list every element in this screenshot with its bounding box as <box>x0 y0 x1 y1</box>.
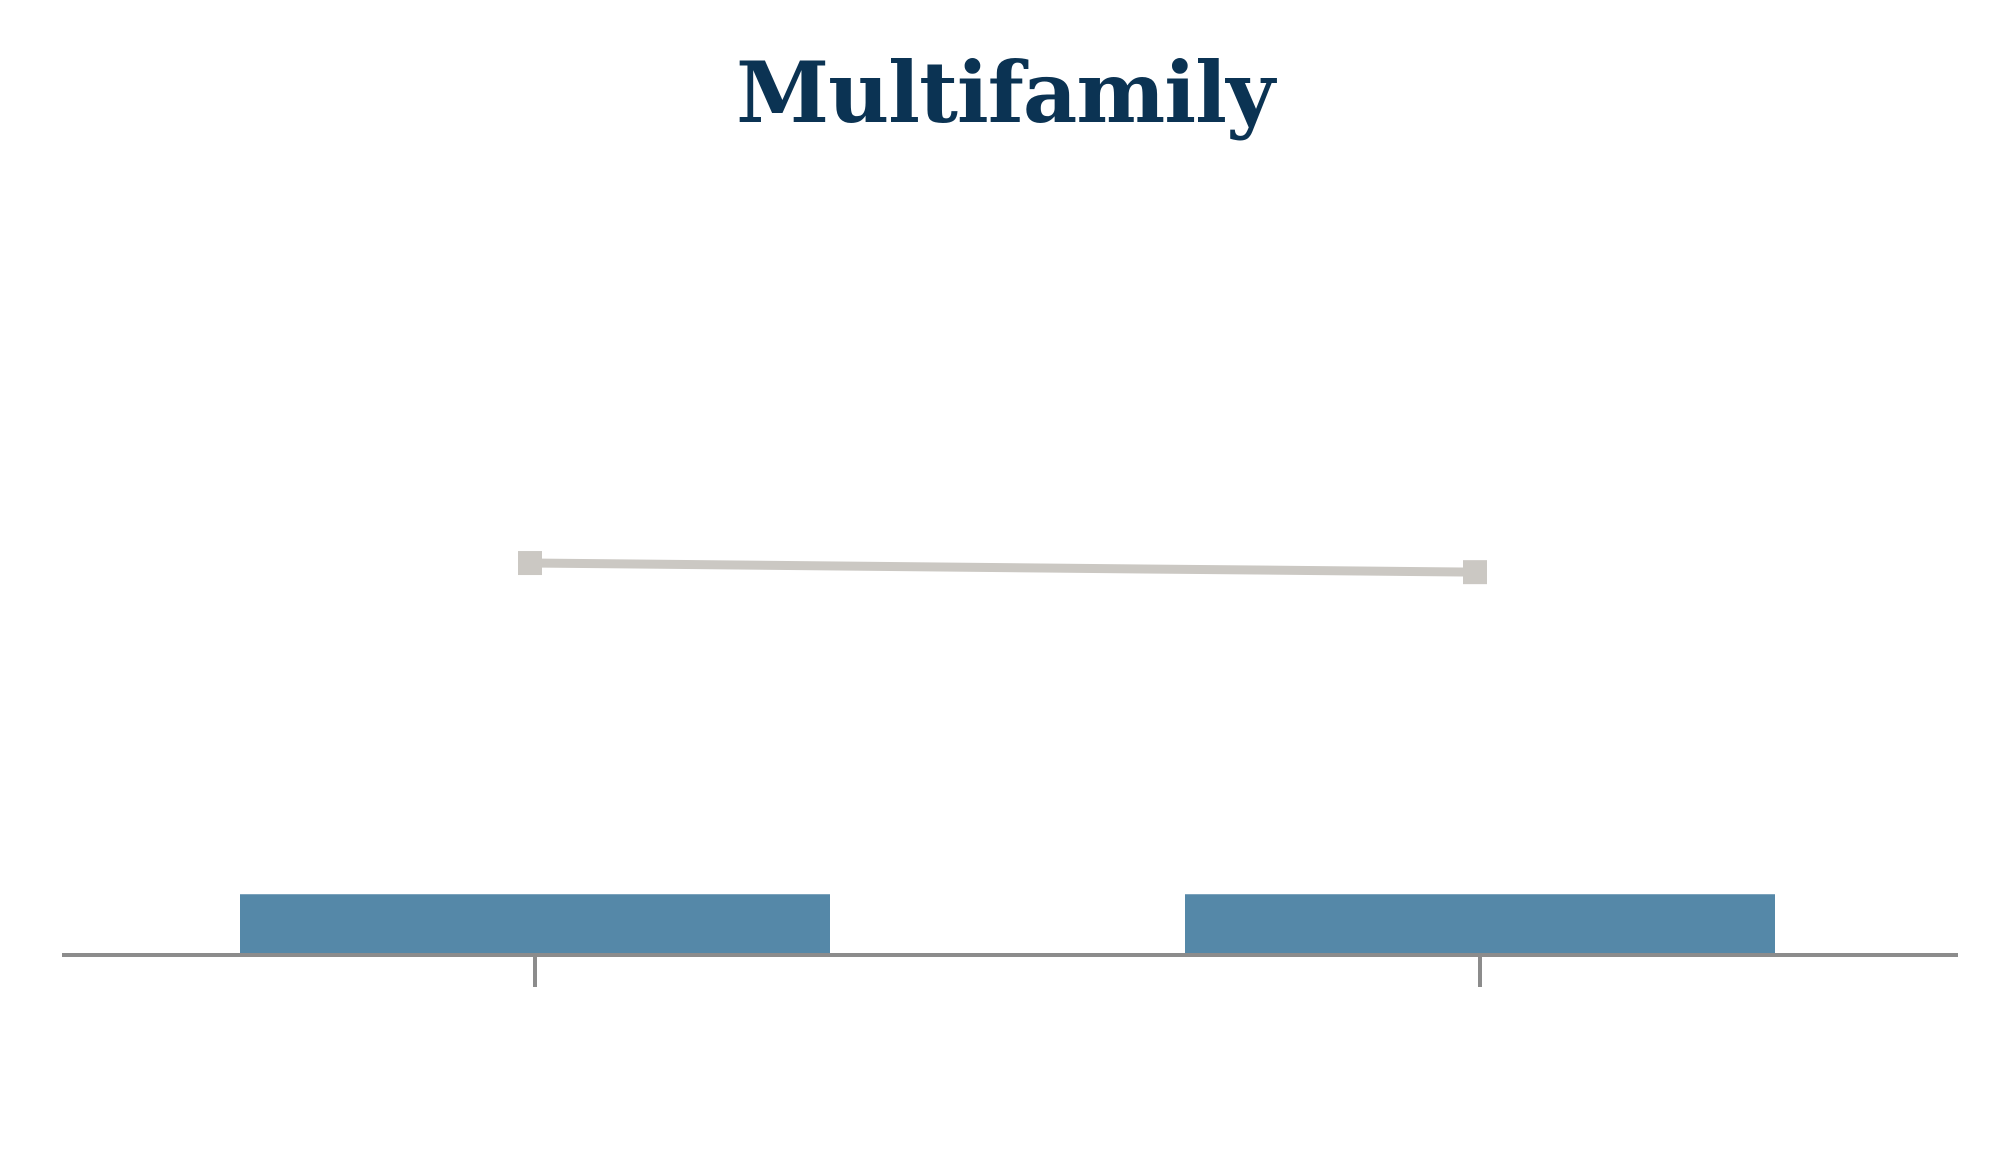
bars-layer <box>240 894 1775 953</box>
line-series-path <box>529 558 1476 577</box>
bar <box>240 894 830 953</box>
line-point-marker <box>1463 560 1487 585</box>
line-series-layer <box>518 551 1487 585</box>
line-point-marker <box>518 551 542 576</box>
x-axis-ticks <box>533 955 1482 987</box>
bar <box>1185 894 1775 953</box>
chart-title: Multifamily <box>736 43 1275 142</box>
